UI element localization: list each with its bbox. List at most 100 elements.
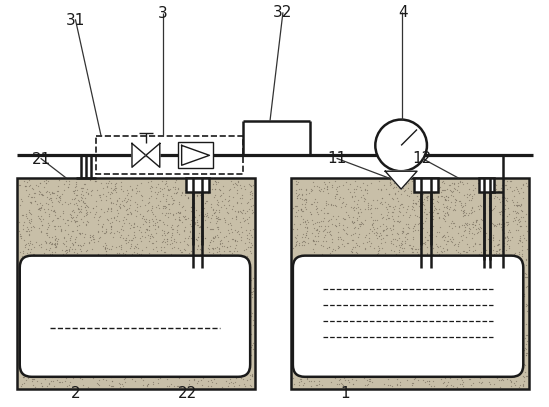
- Point: [366, 324, 374, 330]
- Point: [65, 357, 74, 364]
- Point: [498, 328, 507, 334]
- Point: [145, 325, 154, 331]
- Point: [306, 316, 315, 322]
- Point: [210, 177, 219, 184]
- Point: [325, 334, 334, 341]
- Point: [494, 372, 503, 379]
- Point: [46, 370, 55, 377]
- Point: [37, 204, 46, 210]
- Point: [296, 185, 305, 192]
- Point: [234, 306, 243, 312]
- Point: [423, 228, 432, 235]
- Point: [71, 219, 80, 225]
- Point: [365, 377, 373, 384]
- Point: [65, 177, 74, 184]
- Point: [20, 351, 29, 358]
- Point: [425, 353, 434, 359]
- Point: [141, 269, 149, 276]
- Point: [446, 267, 455, 274]
- Point: [28, 185, 37, 191]
- Point: [480, 233, 489, 240]
- Point: [440, 211, 449, 218]
- Point: [420, 358, 429, 364]
- Point: [70, 190, 79, 196]
- Point: [332, 188, 341, 195]
- Point: [232, 216, 240, 223]
- Point: [70, 359, 79, 365]
- Point: [480, 328, 489, 335]
- Point: [109, 311, 117, 318]
- Point: [62, 325, 71, 331]
- Point: [476, 228, 485, 235]
- Text: 4: 4: [398, 5, 407, 20]
- Point: [190, 359, 199, 366]
- Point: [172, 190, 181, 196]
- Point: [52, 303, 61, 310]
- Point: [509, 286, 518, 292]
- Point: [514, 344, 523, 350]
- Point: [79, 350, 87, 357]
- Point: [48, 342, 57, 348]
- Point: [387, 348, 396, 355]
- Point: [518, 284, 527, 291]
- Point: [327, 368, 336, 374]
- Point: [516, 340, 524, 346]
- Point: [294, 332, 303, 338]
- Point: [357, 305, 366, 312]
- Point: [388, 343, 396, 350]
- Point: [448, 252, 457, 259]
- Point: [130, 220, 139, 227]
- Point: [521, 350, 530, 357]
- Point: [217, 204, 226, 210]
- Point: [147, 304, 156, 311]
- Point: [509, 379, 518, 386]
- Point: [158, 178, 166, 184]
- Point: [210, 306, 219, 312]
- Point: [178, 288, 187, 295]
- Point: [386, 256, 395, 263]
- Point: [289, 292, 298, 299]
- Point: [323, 186, 332, 192]
- Point: [345, 291, 354, 298]
- Point: [159, 249, 168, 256]
- Point: [476, 249, 485, 256]
- Point: [377, 211, 386, 217]
- Point: [416, 340, 425, 346]
- Point: [124, 204, 133, 211]
- Point: [141, 344, 149, 351]
- Point: [452, 330, 461, 337]
- Point: [312, 368, 321, 374]
- Point: [500, 239, 508, 246]
- Point: [135, 287, 144, 294]
- Point: [161, 232, 170, 239]
- Point: [67, 322, 76, 329]
- Point: [389, 353, 398, 360]
- Point: [289, 365, 298, 372]
- Point: [309, 293, 318, 300]
- Point: [53, 198, 62, 204]
- Point: [518, 262, 526, 269]
- Point: [405, 193, 414, 199]
- Point: [323, 270, 332, 276]
- Point: [176, 260, 184, 267]
- Point: [290, 265, 299, 272]
- Point: [419, 270, 428, 277]
- Point: [463, 220, 472, 226]
- Point: [456, 269, 465, 276]
- Point: [421, 239, 430, 245]
- Point: [213, 248, 222, 255]
- Point: [395, 275, 404, 282]
- Point: [37, 304, 46, 310]
- Point: [144, 381, 153, 387]
- Point: [51, 235, 60, 241]
- Point: [122, 239, 131, 246]
- Point: [460, 253, 469, 260]
- Point: [66, 236, 75, 243]
- Point: [85, 329, 94, 335]
- Point: [217, 198, 226, 204]
- Point: [68, 358, 76, 364]
- Point: [299, 365, 308, 372]
- Point: [137, 375, 145, 381]
- Point: [439, 187, 448, 194]
- Point: [26, 200, 35, 206]
